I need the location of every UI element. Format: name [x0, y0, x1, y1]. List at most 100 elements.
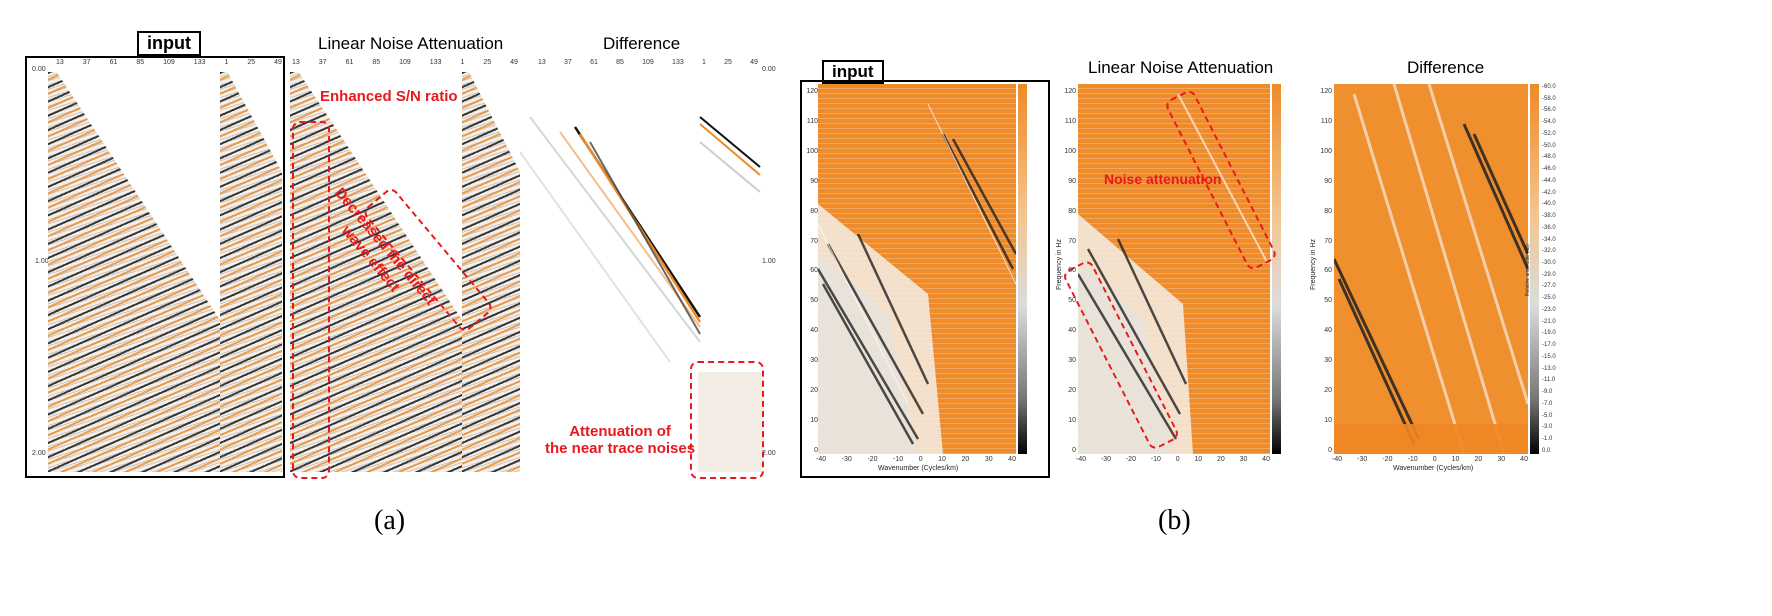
- y-tick: 80: [810, 207, 818, 215]
- y-tick: 0: [1328, 446, 1332, 454]
- x-tick: 30: [1497, 456, 1506, 463]
- colorbar-tick: -60.0: [1542, 84, 1556, 90]
- colorbar-tick: 0.0: [1542, 447, 1551, 454]
- y-tick: 100: [806, 147, 818, 155]
- y-tick: 110: [1320, 117, 1332, 125]
- dashed-box-snr: [292, 121, 330, 479]
- x-tick: 20: [1216, 456, 1225, 463]
- trace-tick: 25: [247, 59, 256, 66]
- y-tick: 70: [1068, 237, 1076, 245]
- y-axis-label-lna: Frequency in Hz: [1056, 239, 1063, 290]
- colorbar-tick: -58.0: [1542, 95, 1556, 102]
- y-ticks-b-diff: 120 110 100 90 80 70 60 50 40 30 20 10 0: [1320, 88, 1332, 454]
- x-tick: -40: [816, 456, 827, 463]
- y-tick: 110: [806, 117, 818, 125]
- colorbar-tick: -17.0: [1542, 342, 1556, 349]
- y-tick: 40: [1324, 327, 1332, 335]
- trace-tick: 49: [274, 59, 282, 66]
- x-tick: 40: [1008, 456, 1016, 463]
- y-tick: 10: [1324, 416, 1332, 424]
- colorbar-input: [1018, 84, 1027, 454]
- x-tick: -10: [1150, 456, 1161, 463]
- trace-tick: 13: [292, 59, 300, 66]
- title-a-difference: Difference: [603, 34, 681, 53]
- colorbar-tick: -3.0: [1542, 424, 1553, 431]
- x-ticks-b-diff: -40 -30 -20 -10 0 10 20 30 40: [1332, 456, 1528, 463]
- x-tick: 10: [1194, 456, 1203, 463]
- dashed-box-near-trace: [690, 361, 764, 479]
- x-tick: -20: [1382, 456, 1393, 463]
- y-tick: 110: [1064, 117, 1076, 125]
- colorbar-lna: [1272, 84, 1281, 454]
- y-tick: 90: [1068, 177, 1076, 185]
- colorbar-tick: -1.0: [1542, 436, 1553, 443]
- colorbar-ticks-diff: -60.0 -58.0 -56.0 -54.0 -52.0 -50.0 -48.…: [1542, 84, 1556, 454]
- trace-tick: 13: [56, 59, 64, 66]
- colorbar-tick: -9.0: [1542, 389, 1553, 396]
- x-tick: 20: [1474, 456, 1483, 463]
- annotation-noise-attenuation: Noise attenuation: [1104, 171, 1222, 187]
- y-tick: 50: [1068, 297, 1076, 305]
- y-tick: 80: [1324, 207, 1332, 215]
- input-panel-frame-b: [800, 80, 1050, 478]
- seismic-difference: [520, 116, 762, 472]
- x-ticks-b-lna: -40 -30 -20 -10 0 10 20 30 40: [1076, 456, 1270, 463]
- x-tick: -10: [1407, 456, 1418, 463]
- trace-tick: 61: [590, 59, 598, 66]
- colorbar-tick: -40.0: [1542, 201, 1556, 208]
- trace-tick: 1: [460, 59, 465, 66]
- annotation-enhanced-snr: Enhanced S/N ratio: [320, 88, 458, 105]
- trace-tick: 37: [318, 59, 327, 66]
- trace-ticks-a-input: 13 37 61 85 109 133 1 25 49: [56, 59, 282, 66]
- x-tick: 30: [1239, 456, 1248, 463]
- seismic-lna-right: [462, 72, 520, 472]
- colorbar-tick: -50.0: [1542, 142, 1556, 149]
- y-tick: 60: [1324, 267, 1332, 275]
- x-tick: -40: [1076, 456, 1087, 463]
- trace-tick: 85: [616, 59, 624, 66]
- trace-tick: 109: [163, 59, 175, 66]
- title-a-input: input: [137, 31, 201, 56]
- y-tick: 120: [1064, 88, 1076, 95]
- x-tick: 10: [1451, 456, 1460, 463]
- y-tick: 60: [810, 267, 818, 275]
- caption-b: (b): [1158, 505, 1191, 536]
- x-ticks-b-input: -40 -30 -20 -10 0 10 20 30 40: [816, 456, 1016, 463]
- trace-tick: 133: [672, 59, 684, 66]
- colorbar-tick: -42.0: [1542, 189, 1556, 196]
- y-tick: 10: [1068, 416, 1076, 424]
- x-tick: -30: [841, 456, 852, 463]
- colorbar-tick: -5.0: [1542, 412, 1553, 419]
- x-tick: -30: [1357, 456, 1368, 463]
- time-tick: 1.00: [35, 258, 49, 265]
- colorbar-tick: -27.0: [1542, 283, 1556, 290]
- y-tick: 20: [810, 387, 818, 395]
- y-tick: 0: [814, 446, 818, 454]
- y-tick: 30: [810, 357, 818, 365]
- colorbar-tick: -29.0: [1542, 271, 1556, 278]
- y-tick: 90: [1324, 177, 1332, 185]
- y-tick: 60: [1068, 267, 1076, 275]
- y-axis-label-diff: Frequency in Hz: [1310, 239, 1317, 290]
- time-tick: 2.00: [32, 450, 46, 457]
- x-axis-label-diff: Wavenumber (Cycles/km): [1393, 465, 1474, 472]
- x-tick: -40: [1332, 456, 1343, 463]
- y-tick: 90: [810, 177, 818, 185]
- fk-difference-plot: [1334, 84, 1528, 454]
- colorbar-tick: -30.0: [1542, 260, 1556, 267]
- colorbar-tick: -38.0: [1542, 213, 1556, 220]
- trace-tick: 49: [750, 59, 758, 66]
- trace-tick: 85: [136, 59, 145, 66]
- trace-tick: 109: [399, 59, 411, 66]
- input-panel-frame-a: [25, 56, 285, 478]
- trace-tick: 1: [224, 59, 229, 66]
- trace-tick: 49: [510, 59, 518, 66]
- y-tick: 30: [1068, 357, 1076, 365]
- trace-tick: 37: [564, 59, 572, 66]
- time-tick: 0.00: [762, 66, 776, 73]
- y-tick: 120: [1320, 88, 1332, 95]
- colorbar-tick: -32.0: [1542, 248, 1556, 255]
- time-tick: 2.00: [762, 450, 776, 457]
- title-b-lna: Linear Noise Attenuation: [1088, 58, 1274, 77]
- y-tick: 80: [1068, 207, 1076, 215]
